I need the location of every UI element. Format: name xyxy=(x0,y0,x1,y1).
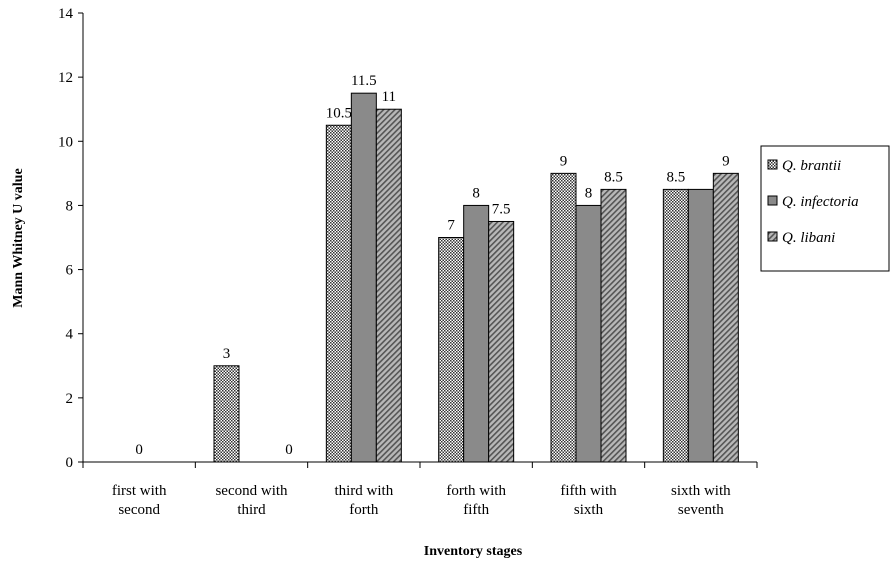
data-labels-group: 0 3 0 10.5 11.5 11 7 8 7.5 9 8 8.5 8.5 9 xyxy=(135,73,729,458)
legend-swatch xyxy=(767,159,778,170)
bar xyxy=(550,172,577,463)
x-category-label: fifth with sixth xyxy=(560,483,617,518)
bar xyxy=(575,204,602,463)
y-tick-label: 4 xyxy=(66,327,74,343)
bar xyxy=(662,188,689,463)
bar xyxy=(438,237,465,463)
data-label: 3 xyxy=(223,346,231,362)
bar xyxy=(463,204,490,463)
y-tick-label: 12 xyxy=(58,70,73,86)
legend-box xyxy=(760,145,890,272)
y-tick-label: 6 xyxy=(66,263,74,279)
legend-label: Q. brantii xyxy=(782,158,841,174)
legend-label: Q. libani xyxy=(782,230,835,246)
y-tick-label: 10 xyxy=(58,134,73,150)
y-tick-label: 0 xyxy=(66,455,74,471)
x-category-label: third with forth xyxy=(334,483,393,518)
bar xyxy=(375,108,402,463)
y-tick-label: 8 xyxy=(66,198,74,214)
data-label: 11 xyxy=(382,89,396,105)
x-ticks xyxy=(82,462,758,468)
x-axis: first with second second with third third wi… xyxy=(82,461,758,518)
data-label: 9 xyxy=(560,153,568,169)
x-category-label: second with third xyxy=(215,483,288,518)
bar xyxy=(213,365,240,463)
x-axis-title: Inventory stages xyxy=(424,544,523,559)
bar-series xyxy=(375,108,739,463)
legend: Q. brantii Q. infectoria Q. libani xyxy=(760,145,890,272)
data-label: 11.5 xyxy=(351,73,377,89)
data-label: 8 xyxy=(472,185,480,201)
y-tick-label: 2 xyxy=(66,391,74,407)
legend-label: Q. infectoria xyxy=(782,194,859,210)
bar-series xyxy=(350,92,714,463)
bar xyxy=(687,188,714,463)
y-ticks: 0 2 4 6 8 10 12 14 xyxy=(58,6,83,471)
data-label: 7.5 xyxy=(492,201,511,217)
data-label: 8 xyxy=(585,185,593,201)
data-label: 8.5 xyxy=(666,169,685,185)
data-label: 0 xyxy=(285,442,293,458)
bar xyxy=(325,124,352,463)
data-label: 8.5 xyxy=(604,169,623,185)
y-axis: 0 2 4 6 8 10 12 14 xyxy=(58,6,84,471)
bar xyxy=(350,92,377,463)
bar xyxy=(712,172,739,463)
data-label: 0 xyxy=(135,442,143,458)
data-label: 9 xyxy=(722,153,730,169)
x-category-labels: first with second second with third third wi… xyxy=(112,483,731,518)
x-category-label: sixth with seventh xyxy=(671,483,731,518)
data-label: 7 xyxy=(447,218,455,234)
x-category-label: forth with fifth xyxy=(446,483,506,518)
bar xyxy=(600,188,627,463)
y-axis-title: Mann Whitney U value xyxy=(11,168,26,307)
bar-series-group xyxy=(213,92,739,463)
bar xyxy=(488,220,515,463)
y-tick-label: 14 xyxy=(58,6,74,22)
legend-swatch xyxy=(767,195,778,206)
x-category-label: first with second xyxy=(112,483,167,518)
data-label: 10.5 xyxy=(326,105,352,121)
legend-swatch xyxy=(767,231,778,242)
